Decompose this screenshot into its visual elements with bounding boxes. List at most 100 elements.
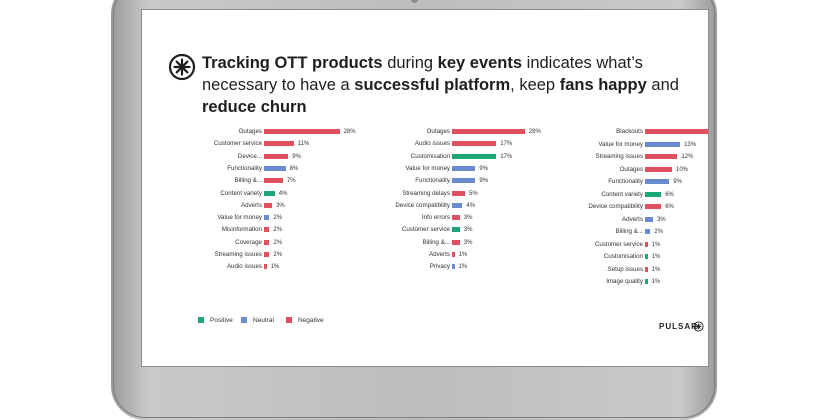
value-label: 3% — [657, 216, 666, 223]
bar-positive — [645, 279, 648, 284]
value-label: 10% — [676, 166, 689, 173]
category-label: Audio issues — [226, 263, 262, 271]
category-label: Outages — [238, 128, 262, 135]
bar-negative — [452, 252, 455, 257]
bar-row: Device... 9% — [148, 151, 328, 163]
value-label: 2% — [273, 239, 283, 246]
bar-neutral — [452, 202, 463, 208]
bar-row: Privacy 1% — [332, 261, 512, 273]
bar-negative — [264, 153, 289, 159]
category-label: Info errors — [421, 214, 450, 222]
bar-negative — [645, 204, 662, 209]
bar-row: Customisation 1% — [518, 251, 698, 263]
value-label: 1% — [651, 241, 661, 248]
bar-neutral — [264, 165, 286, 171]
value-label: 1% — [270, 264, 280, 271]
legend-item-neutral: Neutral — [241, 316, 274, 326]
bar-negative — [452, 190, 465, 196]
value-label: 2% — [273, 227, 283, 234]
value-label: 28% — [528, 129, 541, 135]
bar-row: Coverage 2% — [148, 237, 328, 249]
value-label: 17% — [500, 153, 513, 160]
bar-row: Value for money 13% — [518, 139, 698, 151]
value-label: 3% — [463, 215, 473, 222]
value-label: 17% — [500, 141, 513, 148]
slide-screen: Tracking OTT products during key events … — [141, 9, 709, 367]
category-label: Customisation — [410, 152, 450, 160]
value-label: 8% — [289, 165, 299, 172]
value-label: 9% — [479, 165, 489, 172]
bar-row: Audio issues 17% — [332, 138, 512, 150]
value-label: 3% — [276, 202, 285, 209]
category-label: Audio issues — [414, 140, 450, 148]
bar-row: Adverts 3% — [148, 200, 328, 212]
headline-emphasis: reduce churn — [202, 98, 307, 116]
category-label: Functionality — [608, 178, 643, 185]
bar-row: .Setup issues 1% — [518, 264, 698, 276]
value-label: 5% — [469, 190, 478, 197]
bar-negative — [264, 264, 267, 270]
value-label: 1% — [651, 279, 661, 285]
headline-emphasis: key events — [437, 54, 523, 72]
category-label: Outages — [426, 128, 450, 135]
value-label: 2% — [273, 252, 283, 258]
value-label: 9% — [479, 178, 489, 185]
category-label: Streaming issues — [595, 153, 643, 160]
brand-icon — [693, 321, 704, 332]
bar-row: Customer service 3% — [332, 224, 512, 236]
bar-row: Streaming issues 12% — [518, 151, 698, 163]
value-label: 11% — [297, 141, 310, 148]
category-label: Customer service — [213, 140, 262, 148]
legend-label: Neutral — [253, 317, 274, 324]
bar-negative — [264, 202, 273, 208]
bar-row: Misinformation 2% — [148, 224, 328, 236]
headline-text: , keep — [510, 76, 560, 94]
bar-negative — [645, 166, 672, 172]
value-label: 9% — [292, 153, 301, 160]
bar-neutral — [452, 165, 476, 171]
bar-row: Streaming delays 5% — [332, 188, 512, 200]
bar-row: Content variety 4% — [148, 188, 328, 200]
bar-row: Customer service 11% — [148, 138, 328, 150]
legend-swatch — [241, 317, 247, 324]
category-label: Functionality — [227, 164, 262, 172]
bar-row: Value for money 9% — [332, 163, 512, 175]
category-label: Content variety — [220, 189, 262, 197]
bar-row: Billing &... 7% — [148, 175, 328, 187]
category-label: Billing &... — [615, 228, 643, 235]
bar-negative — [452, 215, 460, 221]
category-label: .Setup issues — [605, 265, 643, 273]
bar-negative — [264, 239, 270, 245]
pulsar-logo-icon — [168, 53, 196, 81]
category-label: Image quality — [606, 278, 643, 285]
headline-emphasis: successful platform — [354, 76, 511, 94]
category-label: Adverts — [429, 251, 450, 258]
headline-text: indicates what’s necessary to have a — [202, 54, 643, 94]
chart-panel-2: Outages 28% Audio issues 17% Customisation 17… — [332, 126, 541, 296]
bar-row: Device compatibility 4% — [332, 200, 512, 212]
bar-negative — [645, 154, 678, 159]
category-label: Streaming issues — [214, 251, 262, 258]
bar-row: Customisation 17% — [332, 151, 512, 163]
bar-row: Billing &... 2% — [518, 226, 698, 238]
bar-negative — [264, 141, 294, 147]
bar-row: Audio issues 1% — [148, 261, 328, 273]
bar-negative — [264, 252, 270, 257]
bar-neutral — [645, 141, 681, 147]
headline-emphasis: fans happy — [559, 76, 647, 94]
value-label: 2% — [273, 215, 283, 222]
category-label: Device... — [237, 152, 262, 160]
bar-positive — [264, 190, 275, 196]
category-label: Customer service — [401, 226, 450, 234]
bar-neutral — [645, 216, 654, 222]
legend-label: Negative — [298, 317, 324, 324]
slide-headline: Tracking OTT products during key events … — [202, 52, 702, 118]
camera-dot — [411, 0, 418, 3]
bar-row: Info errors 3% — [332, 212, 512, 224]
bar-negative — [645, 129, 708, 134]
bar-row: Adverts 3% — [518, 214, 698, 226]
bar-negative — [645, 241, 648, 247]
bar-row: Content variety 6% — [518, 189, 698, 201]
value-label: 2% — [654, 229, 664, 235]
category-label: Customer service — [594, 240, 643, 248]
